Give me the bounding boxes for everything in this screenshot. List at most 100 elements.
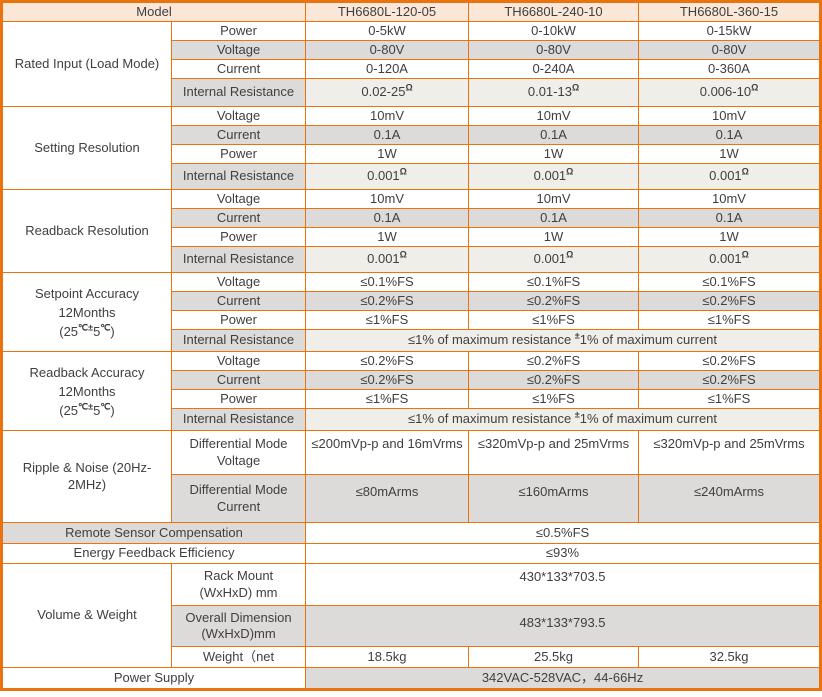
group-cell-rated-input: Rated Input (Load Mode): [1, 21, 172, 107]
group-cell-readback-accuracy: Readback Accuracy 12Months (25℃±5℃): [1, 351, 172, 431]
value-cell-merged: ≤1% of maximum resistance ±1% of maximum…: [305, 408, 821, 431]
value-text: 0.001: [709, 251, 742, 267]
row-label-cell: Overall Dimension (WxHxD)mm: [170, 605, 307, 647]
setacc-power-row: Power ≤1%FS ≤1%FS ≤1%FS: [2, 310, 821, 330]
value-cell-merged: ≤0.5%FS: [305, 522, 821, 544]
setres-power-row: Power 1W 1W 1W: [2, 144, 821, 164]
omega-sup: Ω: [571, 83, 580, 94]
row-label-cell: Power: [170, 144, 307, 164]
readacc-voltage-row: Readback Accuracy 12Months (25℃±5℃) Volt…: [1, 351, 821, 431]
value-cell-merged: 430*133*703.5: [305, 563, 821, 606]
group-label-line: (25℃±5℃): [5, 322, 169, 341]
row-label-cell: Internal Resistance: [170, 246, 307, 273]
group-cell-setpoint-accuracy: Setpoint Accuracy 12Months (25℃±5℃): [1, 272, 172, 352]
row-label-line: Overall Dimension: [185, 609, 292, 625]
value-cell: ≤200mVp-p and 16mVrms: [305, 430, 470, 475]
value-cell: ≤0.2%FS: [468, 291, 640, 311]
row-label-cell: Internal Resistance: [170, 329, 307, 352]
row-label-cell: Current: [170, 291, 307, 311]
value-cell: ≤240mArms: [638, 474, 821, 523]
volume-overall-row: Overall Dimension (WxHxD)mm 483*133*793.5: [2, 605, 821, 647]
row-label-cell-merged: Energy Feedback Efficiency: [0, 543, 307, 564]
row-label-cell-merged: Remote Sensor Compensation: [0, 522, 307, 544]
value-text: 0.01-13: [527, 84, 572, 100]
value-cell: 0.1A: [468, 125, 640, 145]
value-cell: 10mV: [638, 106, 821, 126]
omega-sup: Ω: [399, 250, 407, 261]
value-cell-merged: ≤93%: [305, 543, 821, 564]
readres-ir-row: Internal Resistance 0.001Ω 0.001Ω 0.001Ω: [2, 246, 821, 273]
row-label-cell: Rack Mount (WxHxD) mm: [170, 563, 307, 606]
value-text: 0.001: [367, 251, 400, 267]
value-cell: 0.1A: [305, 208, 470, 228]
row-label-line: Voltage: [216, 452, 261, 468]
value-cell: 1W: [468, 227, 640, 247]
row-label-line: (WxHxD) mm: [199, 584, 278, 600]
value-cell-merged: 483*133*793.5: [305, 605, 821, 647]
value-text: 0.001: [533, 168, 567, 184]
omega-sup: Ω: [566, 167, 574, 178]
omega-sup: Ω: [566, 250, 574, 261]
temp-text: ): [110, 402, 115, 418]
row-label-cell: Voltage: [170, 351, 307, 371]
omega-sup: Ω: [751, 83, 759, 94]
value-cell: 0.1A: [638, 208, 821, 228]
row-label-cell: Current: [170, 125, 307, 145]
value-cell: ≤1%FS: [638, 310, 821, 330]
value-cell: 10mV: [468, 189, 640, 209]
omega-sup: Ω: [741, 167, 749, 178]
value-cell: 0.001Ω: [468, 246, 640, 273]
value-cell: ≤1%FS: [305, 389, 470, 409]
row-label-cell: Differential Mode Voltage: [170, 430, 307, 475]
row-label-cell: Voltage: [170, 189, 307, 209]
value-cell: 0.006-10Ω: [638, 78, 821, 107]
row-label-line: Differential Mode: [189, 436, 288, 452]
ripple-dmc-row: Differential Mode Current ≤80mArms ≤160mA…: [2, 474, 821, 523]
value-text: 1% of maximum current: [579, 411, 718, 427]
group-label-line: Readback Accuracy: [29, 364, 145, 380]
value-cell: 0-10kW: [468, 21, 640, 41]
row-label-cell: Power: [170, 21, 307, 41]
value-cell: ≤320mVp-p and 25mVrms: [468, 430, 640, 475]
setres-voltage-row: Setting Resolution Voltage 10mV 10mV 10m…: [1, 106, 821, 190]
value-cell: 0.01-13Ω: [468, 78, 640, 107]
value-cell: ≤0.1%FS: [468, 272, 640, 292]
ripple-dmv-row: Ripple & Noise (20Hz-2MHz) Differential …: [1, 430, 821, 523]
value-text: 0.02-25: [361, 84, 406, 100]
row-label-cell: Current: [170, 208, 307, 228]
value-cell: ≤1%FS: [638, 389, 821, 409]
row-label-cell: Power: [170, 310, 307, 330]
value-cell: ≤1%FS: [468, 389, 640, 409]
group-label-line: 12Months: [58, 383, 116, 399]
group-label-line: Setpoint Accuracy: [34, 285, 140, 301]
header-row: Model TH6680L-120-05 TH6680L-240-10 TH66…: [0, 1, 821, 22]
value-cell: 0.001Ω: [638, 246, 821, 273]
value-cell: 0-240A: [468, 59, 640, 79]
model-name-cell-3: TH6680L-360-15: [638, 1, 821, 22]
group-label-line: (25℃±5℃): [5, 401, 169, 420]
temp-text: (25: [59, 323, 79, 339]
celsius-sup: ℃±: [78, 322, 94, 333]
value-cell: 0.1A: [305, 125, 470, 145]
celsius-sup: ℃±: [78, 401, 94, 412]
row-label-cell: Voltage: [170, 106, 307, 126]
value-cell: ≤320mVp-p and 25mVrms: [638, 430, 821, 475]
value-cell: ≤0.2%FS: [638, 370, 821, 390]
value-cell: 0.1A: [638, 125, 821, 145]
temp-text: (25: [59, 402, 79, 418]
value-cell: 1W: [468, 144, 640, 164]
value-cell: 0-120A: [305, 59, 470, 79]
row-label-line: Current: [216, 498, 261, 514]
plusminus-sup: ±: [574, 410, 580, 421]
rated-current-row: Current 0-120A 0-240A 0-360A: [2, 59, 821, 79]
value-cell: ≤0.1%FS: [638, 272, 821, 292]
value-cell: ≤80mArms: [305, 474, 470, 523]
value-cell-merged: ≤1% of maximum resistance ±1% of maximum…: [305, 329, 821, 352]
model-name-cell-2: TH6680L-240-10: [468, 1, 640, 22]
power-supply-row: Power Supply 342VAC-528VAC，44-66Hz: [0, 667, 821, 690]
value-text: 0.001: [367, 168, 400, 184]
row-label-cell: Current: [170, 370, 307, 390]
value-cell: 0-15kW: [638, 21, 821, 41]
value-text: 0.001: [533, 251, 567, 267]
